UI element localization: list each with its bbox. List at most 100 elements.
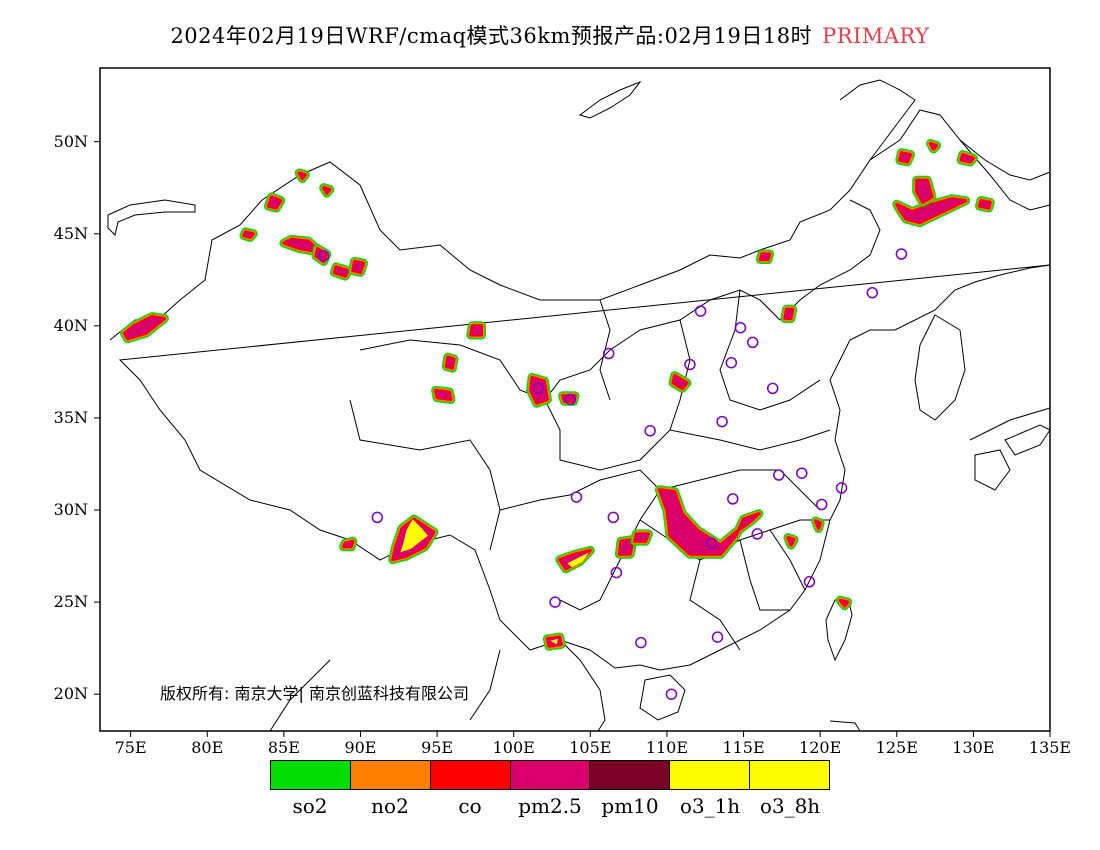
pm25-region-3 — [316, 248, 327, 262]
lon-label-2: 85E — [267, 738, 300, 757]
station-marker-23 — [711, 631, 724, 643]
station-marker-9 — [644, 425, 656, 437]
station-marker-19 — [751, 528, 764, 540]
station-marker-6 — [766, 382, 779, 395]
station-marker-14 — [815, 498, 828, 511]
station-marker-15 — [727, 493, 739, 505]
pm25-region-13 — [562, 395, 575, 402]
lon-label-12: 135E — [1028, 738, 1072, 757]
lat-label-2: 40N — [53, 315, 88, 335]
station-marker-0 — [694, 305, 707, 317]
pm25-region-25 — [930, 143, 937, 149]
lat-label-4: 30N — [53, 500, 88, 519]
legend-label-no2: no2 — [371, 794, 409, 818]
station-marker-1 — [734, 321, 747, 334]
lon-label-8: 115E — [722, 738, 765, 757]
legend-label-o31h: o3_1h — [679, 794, 741, 818]
title-tag: PRIMARY — [822, 24, 930, 48]
station-marker-11 — [773, 469, 785, 481]
pm25-region-27 — [961, 154, 974, 162]
lat-label-3: 35N — [53, 407, 88, 427]
station-marker-22 — [803, 576, 816, 588]
station-marker-18 — [705, 537, 718, 549]
legend-labels: so2 no2 co pm2.5 pm10 o3_1h o3_8h — [270, 794, 830, 818]
pm25-region-32 — [815, 521, 821, 529]
station-marker-8 — [564, 393, 577, 406]
lon-label-5: 100E — [492, 738, 535, 757]
legend-swatch-no2 — [350, 761, 431, 789]
lat-label-5: 25N — [53, 592, 88, 612]
lon-label-10: 125E — [875, 738, 918, 757]
pm25-region-23 — [916, 180, 932, 203]
pm25-region-30 — [840, 600, 848, 606]
legend-swatch-pm25 — [510, 761, 591, 789]
pm25-region-1 — [268, 196, 281, 208]
o3-region-33 — [400, 519, 428, 553]
pm25-region-28 — [760, 254, 770, 260]
lon-label-4: 95E — [421, 738, 454, 757]
lon-label-0: 75E — [114, 738, 147, 757]
legend-label-pm10: pm10 — [601, 794, 659, 818]
lat-label-6: 20N — [53, 684, 88, 704]
station-marker-27 — [317, 250, 330, 262]
lon-label-11: 130E — [952, 738, 995, 757]
lake-outline — [578, 80, 642, 119]
copyright-text: 版权所有: 南京大学| 南京创蓝科技有限公司 — [160, 684, 469, 703]
legend-swatch-co — [430, 761, 511, 789]
legend-label-so2: so2 — [292, 794, 328, 818]
pm25-region-11 — [435, 390, 451, 400]
pm25-region-4 — [334, 266, 349, 277]
axis-ticks — [94, 141, 1051, 737]
station-marker-28 — [895, 248, 908, 260]
legend-label-o38h: o3_8h — [759, 794, 821, 818]
legend-swatch-o38h — [750, 761, 830, 789]
pm25-region-21 — [343, 541, 353, 547]
legend-label-pm25: pm2.5 — [518, 794, 582, 818]
pm25-region-10 — [446, 357, 454, 369]
lon-label-6: 105E — [569, 738, 612, 757]
station-marker-7 — [532, 382, 544, 395]
o3-region-34 — [567, 552, 589, 568]
title-main: 2024年02月19日WRF/cmaq模式36km预报产品:02月19日18时 — [170, 24, 813, 48]
pm25-region-6 — [244, 231, 254, 238]
lon-label-1: 80E — [191, 738, 224, 757]
legend-swatch-pm10 — [590, 761, 671, 789]
station-marker-26 — [371, 511, 384, 524]
pm25-region-29 — [784, 309, 793, 319]
hainan-outline — [639, 674, 686, 721]
legend-label-co: co — [458, 794, 482, 818]
lat-label-1: 45N — [53, 223, 88, 243]
legend-swatch-so2 — [271, 761, 351, 789]
station-marker-12 — [796, 467, 808, 479]
map-title: 2024年02月19日WRF/cmaq模式36km预报产品:02月19日18时 P… — [0, 20, 1100, 50]
boundary-lines — [107, 79, 1051, 732]
station-marker-2 — [746, 336, 759, 349]
o3-region-35 — [550, 638, 559, 645]
northeast-outline — [839, 79, 1051, 211]
pm25-region-24 — [899, 152, 911, 162]
pm25-region-15 — [659, 489, 759, 555]
station-marker-16 — [570, 491, 583, 503]
pm25-region-9 — [470, 325, 482, 335]
monitoring-stations — [317, 248, 908, 700]
station-marker-13 — [835, 482, 848, 494]
pm25-region-14 — [673, 375, 687, 389]
pm25-region-2 — [283, 239, 321, 253]
china-border — [109, 109, 1051, 671]
station-marker-3 — [602, 347, 615, 360]
indochina-outline — [269, 639, 861, 732]
station-marker-21 — [549, 596, 561, 608]
pm25-region-8 — [323, 187, 330, 194]
station-marker-29 — [866, 286, 879, 299]
legend-colorbar — [270, 760, 830, 790]
pm25-region-0 — [124, 316, 165, 339]
station-marker-25 — [665, 688, 678, 700]
station-marker-10 — [716, 415, 728, 428]
pm25-region-5 — [352, 261, 364, 273]
station-marker-17 — [607, 511, 620, 524]
korea-japan-outline — [914, 314, 1051, 491]
pm25-region-26 — [979, 200, 991, 208]
pm25-region-7 — [299, 173, 306, 179]
pm25-region-22 — [896, 198, 966, 223]
lon-label-9: 120E — [799, 738, 842, 757]
